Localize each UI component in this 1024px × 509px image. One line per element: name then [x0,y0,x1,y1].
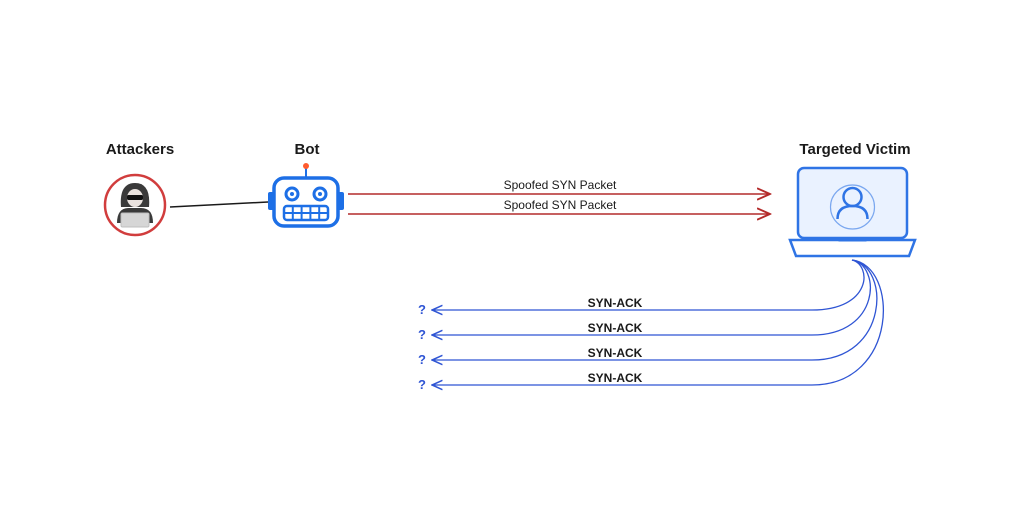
synack-arrows-group [432,260,883,385]
victim-icon [790,168,915,256]
diagram-svg [0,0,1024,509]
bot-icon [268,163,344,226]
attacker-icon [105,175,165,235]
attacker-to-bot-line [170,202,268,207]
diagram-stage: Attackers Bot Targeted Victim Spoofed SY… [0,0,1024,509]
spoofed-arrows-group [348,194,770,214]
